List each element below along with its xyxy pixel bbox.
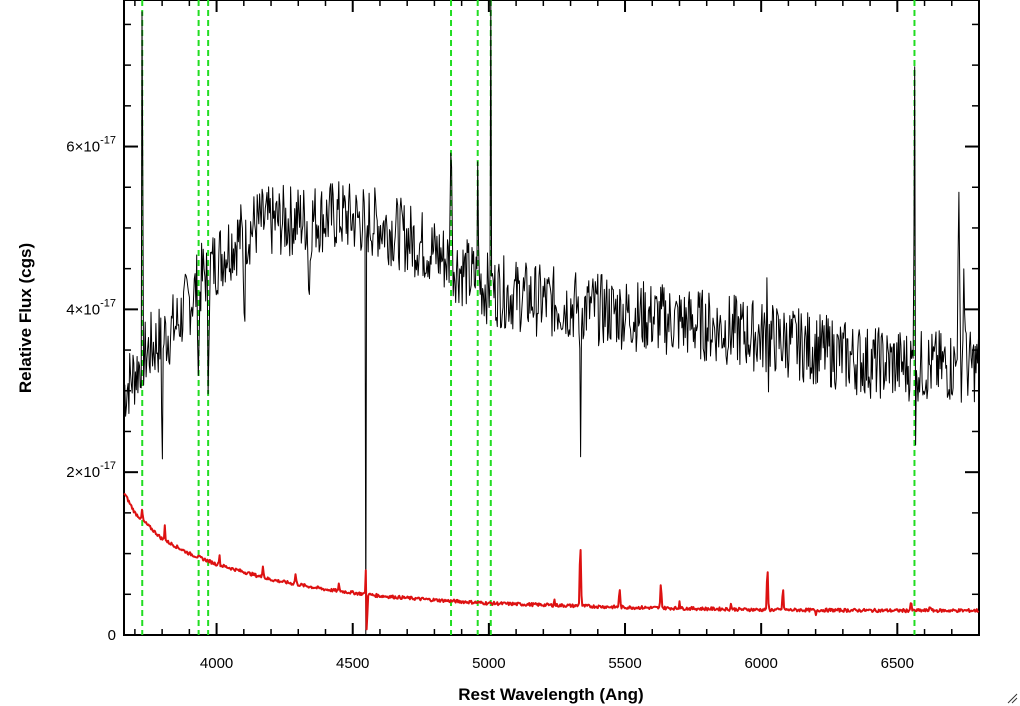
x-axis-title: Rest Wavelength (Ang) — [458, 685, 643, 704]
y-tick-label: 0 — [108, 627, 116, 644]
y-tick-label: 2×10-17 — [66, 460, 116, 481]
x-tick-label: 6000 — [744, 655, 777, 672]
y-axis-title: Relative Flux (cgs) — [16, 243, 35, 393]
x-tick-label: 6500 — [881, 655, 914, 672]
x-tick-label: 5500 — [608, 655, 641, 672]
plot-frame — [123, 0, 980, 636]
x-axis-ticks: 4000 4500 5000 5500 6000 6500 — [134, 0, 980, 672]
x-tick-label: 5000 — [472, 655, 505, 672]
resize-grip-icon[interactable] — [1006, 692, 1018, 704]
series-group — [123, 0, 980, 636]
plot-area: 4000 4500 5000 5500 6000 6500 0 2×10-17 4×10-17… — [66, 0, 980, 672]
x-tick-label: 4500 — [336, 655, 369, 672]
x-tick-label: 4000 — [200, 655, 233, 672]
y-tick-label: 4×10-17 — [66, 297, 116, 318]
model-spectrum-line — [123, 492, 980, 631]
y-tick-label: 6×10-17 — [66, 135, 116, 156]
y-axis-ticks: 0 2×10-17 4×10-17 6×10-17 — [66, 23, 979, 644]
galaxy-spectrum-line — [123, 0, 979, 636]
